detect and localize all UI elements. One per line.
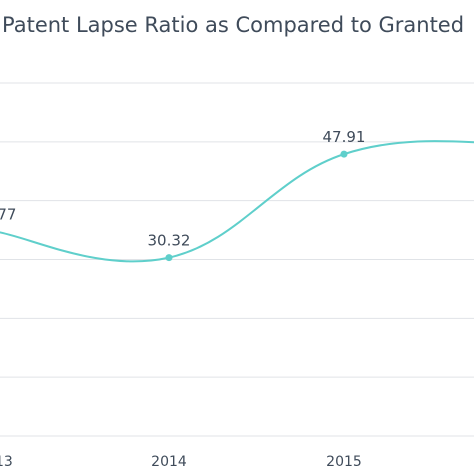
data-point[interactable] xyxy=(340,150,348,158)
x-tick-label: 2015 xyxy=(326,454,362,470)
data-points: 34.77 30.32 47.91 xyxy=(0,128,366,262)
data-label: 47.91 xyxy=(323,128,366,146)
grid-lines xyxy=(0,82,474,437)
data-label: 34.77 xyxy=(0,205,16,223)
data-point[interactable] xyxy=(165,254,173,262)
data-label: 30.32 xyxy=(148,232,191,250)
chart-title: Patent Lapse Ratio as Compared to Grante… xyxy=(2,13,464,37)
x-tick-label: 2014 xyxy=(151,454,187,470)
x-tick-labels: 2013 2014 2015 xyxy=(0,454,362,470)
series-line xyxy=(0,140,474,263)
x-tick-label: 2013 xyxy=(0,454,13,470)
